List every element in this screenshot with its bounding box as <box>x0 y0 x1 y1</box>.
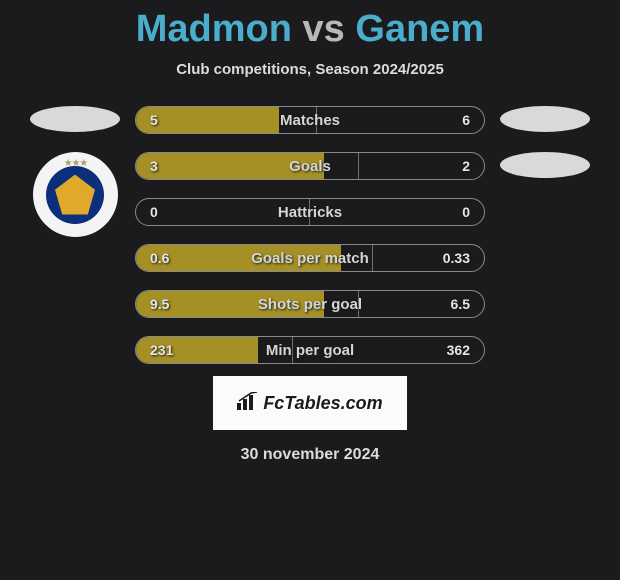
content-row: ★ ★ ★ 5 Matches 6 3 Goals 2 0 Hattricks 0 0.6 Goal… <box>0 106 620 364</box>
player2-club-placeholder <box>500 152 590 178</box>
stat-bars: 5 Matches 6 3 Goals 2 0 Hattricks 0 0.6 Goals per … <box>135 106 485 364</box>
bar-divider <box>372 245 373 271</box>
player1-name: Madmon <box>136 8 292 50</box>
watermark: FcTables.com <box>213 376 407 430</box>
bar-value-right: 6 <box>462 112 470 128</box>
right-column <box>485 106 605 364</box>
vs-text: vs <box>303 8 345 50</box>
player2-badge-placeholder <box>500 106 590 132</box>
bar-value-left: 0 <box>150 204 158 220</box>
bar-value-right: 6.5 <box>451 296 470 312</box>
bar-value-left: 231 <box>150 342 173 358</box>
bar-label: Matches <box>280 112 340 129</box>
stat-bar: 9.5 Shots per goal 6.5 <box>135 290 485 318</box>
left-column: ★ ★ ★ <box>15 106 135 364</box>
stat-bar: 5 Matches 6 <box>135 106 485 134</box>
bar-value-right: 362 <box>447 342 470 358</box>
club-shield-icon <box>55 175 95 215</box>
bar-label: Min per goal <box>266 342 354 359</box>
stat-bar: 3 Goals 2 <box>135 152 485 180</box>
bar-value-left: 3 <box>150 158 158 174</box>
bar-label: Hattricks <box>278 204 342 221</box>
bar-value-left: 9.5 <box>150 296 169 312</box>
bar-value-left: 5 <box>150 112 158 128</box>
bar-label: Goals per match <box>251 250 369 267</box>
bar-value-left: 0.6 <box>150 250 169 266</box>
player2-name: Ganem <box>355 8 484 50</box>
bar-label: Goals <box>289 158 331 175</box>
player1-badge-placeholder <box>30 106 120 132</box>
subtitle: Club competitions, Season 2024/2025 <box>0 61 620 78</box>
bar-value-right: 0 <box>462 204 470 220</box>
date-text: 30 november 2024 <box>0 446 620 464</box>
watermark-text: FcTables.com <box>263 393 382 414</box>
bar-value-right: 2 <box>462 158 470 174</box>
stat-bar: 231 Min per goal 362 <box>135 336 485 364</box>
bar-label: Shots per goal <box>258 296 362 313</box>
infographic-container: Madmon vs Ganem Club competitions, Seaso… <box>0 0 620 580</box>
bar-value-right: 0.33 <box>443 250 470 266</box>
bar-divider <box>358 153 359 179</box>
stat-bar: 0.6 Goals per match 0.33 <box>135 244 485 272</box>
stat-bar: 0 Hattricks 0 <box>135 198 485 226</box>
chart-icon <box>237 392 259 415</box>
club-circle-icon <box>46 166 104 224</box>
player1-club-logo: ★ ★ ★ <box>33 152 118 237</box>
comparison-title: Madmon vs Ganem <box>0 8 620 51</box>
